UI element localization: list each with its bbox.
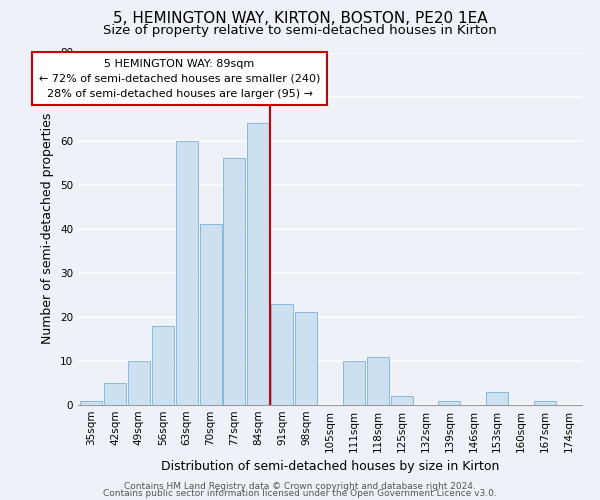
Bar	[391, 396, 413, 405]
Bar	[223, 158, 245, 405]
Y-axis label: Number of semi-detached properties: Number of semi-detached properties	[41, 113, 55, 344]
Bar	[486, 392, 508, 405]
Bar	[271, 304, 293, 405]
Text: 5, HEMINGTON WAY, KIRTON, BOSTON, PE20 1EA: 5, HEMINGTON WAY, KIRTON, BOSTON, PE20 1…	[113, 11, 487, 26]
Bar	[367, 356, 389, 405]
Text: Contains public sector information licensed under the Open Government Licence v3: Contains public sector information licen…	[103, 489, 497, 498]
Bar	[176, 140, 197, 405]
Bar	[200, 224, 221, 405]
Bar	[439, 400, 460, 405]
Text: Contains HM Land Registry data © Crown copyright and database right 2024.: Contains HM Land Registry data © Crown c…	[124, 482, 476, 491]
Bar	[80, 400, 102, 405]
X-axis label: Distribution of semi-detached houses by size in Kirton: Distribution of semi-detached houses by …	[161, 460, 499, 473]
Bar	[104, 383, 126, 405]
Text: Size of property relative to semi-detached houses in Kirton: Size of property relative to semi-detach…	[103, 24, 497, 37]
Bar	[152, 326, 174, 405]
Bar	[128, 361, 150, 405]
Bar	[247, 123, 269, 405]
Bar	[343, 361, 365, 405]
Text: 5 HEMINGTON WAY: 89sqm
← 72% of semi-detached houses are smaller (240)
28% of se: 5 HEMINGTON WAY: 89sqm ← 72% of semi-det…	[39, 59, 320, 98]
Bar	[534, 400, 556, 405]
Bar	[295, 312, 317, 405]
